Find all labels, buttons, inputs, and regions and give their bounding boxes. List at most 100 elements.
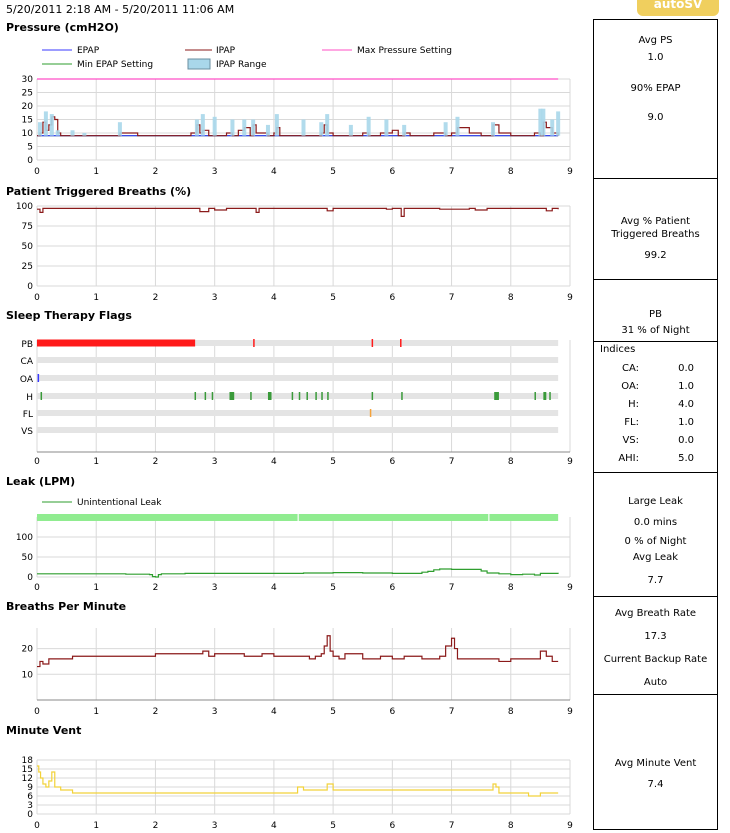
index-value: 0.0 [678,363,694,374]
ipap-range-bar [550,119,555,136]
x-tick-label: 1 [93,821,99,831]
ipap-range-bar [556,111,561,136]
ipap-range-bar [325,114,330,136]
index-key: AHI: [618,453,639,464]
pressure-legend: EPAP Min EPAP Setting IPAP IPAP Range Ma… [42,46,452,70]
y-tick-label: 25 [22,89,33,99]
flag-event-h [306,392,308,400]
flag-event-pb [253,339,255,347]
y-tick-label: 5 [27,143,33,153]
min-epap-legend-label: Min EPAP Setting [77,60,153,70]
x-tick-label: 9 [567,707,573,717]
ipap-range-bar [194,119,199,136]
index-row-oa: OA: 1.0 [594,378,717,396]
ipap-legend-label: IPAP [216,46,236,56]
flag-event-h [194,392,197,400]
flag-event-oa [37,374,40,382]
x-tick-label: 7 [449,167,455,177]
y-tick-label: 100 [16,533,33,543]
x-tick-label: 8 [508,167,514,177]
series-line-unintentional-leak [37,568,559,578]
x-tick-label: 6 [389,707,395,717]
avg-minute-vent-label: Avg Minute Vent [614,758,697,769]
ipap-range-bar [70,130,75,136]
avg-triggered-label-2: Triggered Breaths [611,229,700,240]
ipap-range-bar [200,114,205,136]
triggered-summary-panel: Avg % Patient Triggered Breaths 99.2 [593,178,718,280]
y-tick-label: 15 [22,765,33,775]
x-tick-label: 4 [271,583,277,593]
series-line-breaths-per-minute [37,635,559,668]
epap-90-value: 9.0 [647,112,664,123]
x-tick-label: 3 [212,293,218,303]
flag-row-label-vs: VS [21,427,33,437]
y-tick-label: 100 [16,202,33,212]
x-tick-label: 4 [271,707,277,717]
y-tick-label: 10 [22,129,34,139]
index-key: FL: [624,417,639,428]
ipap-range-bar [242,119,247,136]
ipap-range-bar [212,116,217,136]
backup-rate-label: Current Backup Rate [603,654,708,665]
flag-event-h [401,392,403,400]
index-key: OA: [621,381,639,392]
x-tick-label: 5 [330,821,336,831]
flag-event-pb [400,339,402,347]
ipap-range-bar [82,133,87,136]
y-tick-label: 20 [22,102,34,112]
x-tick-label: 4 [271,167,277,177]
x-tick-label: 4 [271,821,277,831]
avg-triggered-value: 99.2 [644,250,667,261]
minute-vent-chart-title: Minute Vent [6,724,82,737]
large-leak-band [489,514,559,521]
flag-event-h [534,392,536,400]
avg-triggered-label-1: Avg % Patient [620,216,691,227]
x-tick-label: 1 [93,707,99,717]
max-pressure-legend-label: Max Pressure Setting [357,46,452,56]
y-tick-label: 20 [22,645,34,655]
flag-track-oa [37,375,559,381]
ipap-range-bar [49,114,54,136]
x-tick-label: 0 [34,457,40,467]
flag-track-pb [37,340,559,346]
ipap-range-bar [251,119,256,136]
ipap-range-bar [230,119,235,136]
index-row-vs: VS: 0.0 [594,432,717,450]
date-range: 5/20/2011 2:18 AM - 5/20/2011 11:06 AM [6,3,235,16]
leak-legend: Unintentional Leak [42,498,162,508]
leak-summary-panel: Large Leak 0.0 mins 0 % of Night Avg Lea… [593,472,718,597]
index-row-ahi: AHI: 5.0 [594,450,717,468]
leak-legend-label: Unintentional Leak [77,498,162,508]
x-tick-label: 9 [567,821,573,831]
ipap-range-bar [319,122,324,136]
large-leak-band [37,514,298,521]
ipap-range-bar [402,124,407,136]
large-leak-mins: 0.0 mins [633,517,678,528]
x-tick-label: 2 [153,707,159,717]
x-tick-label: 7 [449,293,455,303]
flag-event-h [549,392,551,400]
flag-track-ca [37,357,559,363]
avg-breath-rate-value: 17.3 [644,631,667,642]
pressure-summary-panel: Avg PS 1.0 90% EPAP 9.0 [593,19,718,179]
ipap-range-bar [491,122,496,136]
x-tick-label: 6 [389,293,395,303]
x-tick-label: 0 [34,707,40,717]
pb-summary-panel: PB 31 % of Night [593,279,718,342]
ipap-range-bar [55,130,60,136]
index-value: 4.0 [678,399,694,410]
x-tick-label: 7 [449,707,455,717]
index-key: VS: [622,435,639,446]
y-tick-label: 6 [27,792,33,802]
y-tick-label: 0 [27,282,33,292]
x-tick-label: 9 [567,583,573,593]
indices-panel: Indices CA: 0.0 OA: 1.0 H: 4.0 FL: 1.0 VS: 0.0 AHI… [593,341,718,473]
ipap-range-bar [443,122,448,136]
flag-event-h [321,392,323,400]
breaths-chart-title: Breaths Per Minute [6,600,127,613]
x-tick-label: 8 [508,707,514,717]
flag-event-h [204,392,207,400]
x-tick-label: 6 [389,583,395,593]
series-line-minute-vent [37,765,559,797]
avg-leak-value: 7.7 [647,575,664,586]
